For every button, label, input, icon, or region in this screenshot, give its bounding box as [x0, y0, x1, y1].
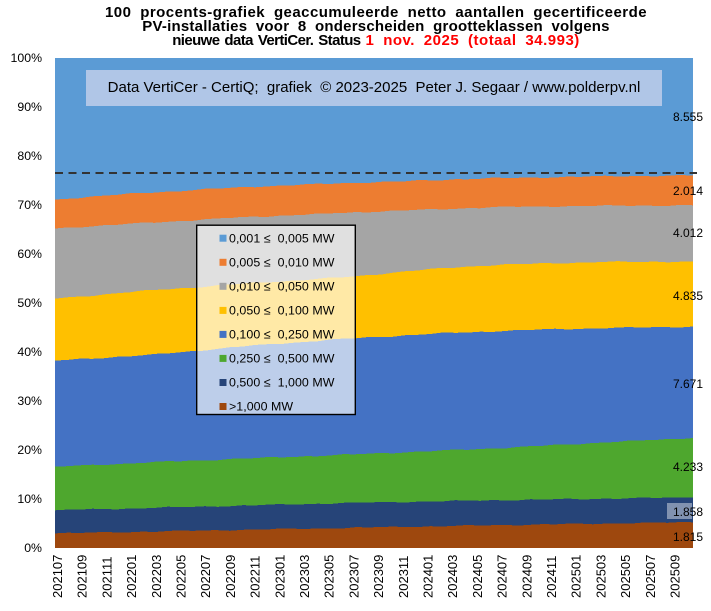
svg-text:202505: 202505 — [618, 555, 633, 598]
svg-text:1.815: 1.815 — [673, 530, 703, 544]
svg-text:202207: 202207 — [198, 555, 213, 598]
svg-text:4.012: 4.012 — [673, 226, 703, 240]
svg-text:202501: 202501 — [569, 555, 584, 598]
svg-text:4.835: 4.835 — [673, 289, 703, 303]
svg-text:0,100 ≤ 0,250 MW: 0,100 ≤ 0,250 MW — [229, 328, 335, 342]
svg-text:202305: 202305 — [322, 555, 337, 598]
svg-text:202409: 202409 — [519, 555, 534, 598]
svg-text:202407: 202407 — [495, 555, 510, 598]
svg-text:1.858: 1.858 — [673, 505, 703, 519]
svg-text:50%: 50% — [17, 296, 42, 310]
svg-text:202403: 202403 — [445, 555, 460, 598]
svg-text:202201: 202201 — [124, 555, 139, 598]
svg-text:202309: 202309 — [371, 555, 386, 598]
svg-text:0,250 ≤ 0,500 MW: 0,250 ≤ 0,500 MW — [229, 352, 335, 366]
svg-text:202509: 202509 — [668, 555, 683, 598]
svg-text:202401: 202401 — [421, 555, 436, 598]
svg-text:60%: 60% — [17, 247, 42, 261]
svg-text:0,500 ≤ 1,000 MW: 0,500 ≤ 1,000 MW — [229, 376, 335, 390]
svg-text:4.233: 4.233 — [673, 460, 703, 474]
svg-text:202107: 202107 — [50, 555, 65, 598]
svg-text:>1,000 MW: >1,000 MW — [229, 400, 293, 414]
svg-text:10%: 10% — [17, 492, 42, 506]
svg-text:2.014: 2.014 — [673, 184, 703, 198]
svg-text:20%: 20% — [17, 443, 42, 457]
svg-text:80%: 80% — [17, 149, 42, 163]
svg-text:70%: 70% — [17, 198, 42, 212]
svg-text:202211: 202211 — [248, 556, 263, 598]
svg-text:8.555: 8.555 — [673, 110, 703, 124]
svg-text:0,010 ≤ 0,050 MW: 0,010 ≤ 0,050 MW — [229, 280, 335, 294]
svg-text:202203: 202203 — [149, 555, 164, 598]
svg-text:202507: 202507 — [643, 555, 658, 598]
svg-text:0,050 ≤ 0,100 MW: 0,050 ≤ 0,100 MW — [229, 304, 335, 318]
svg-text:202405: 202405 — [470, 555, 485, 598]
svg-text:202209: 202209 — [223, 555, 238, 598]
svg-text:202307: 202307 — [346, 555, 361, 598]
svg-text:0,001 ≤ 0,005 MW: 0,001 ≤ 0,005 MW — [229, 231, 335, 245]
svg-text:202503: 202503 — [593, 555, 608, 598]
svg-text:202411: 202411 — [544, 556, 559, 598]
svg-text:90%: 90% — [17, 100, 42, 114]
svg-text:202109: 202109 — [75, 555, 90, 598]
svg-text:0,005 ≤ 0,010 MW: 0,005 ≤ 0,010 MW — [229, 255, 335, 269]
svg-text:0%: 0% — [24, 541, 42, 555]
svg-text:202311: 202311 — [396, 556, 411, 598]
svg-text:40%: 40% — [17, 345, 42, 359]
svg-text:202303: 202303 — [297, 555, 312, 598]
svg-text:30%: 30% — [17, 394, 42, 408]
svg-text:100%: 100% — [11, 51, 43, 65]
svg-text:202205: 202205 — [174, 555, 189, 598]
svg-text:202111: 202111 — [99, 557, 114, 598]
svg-text:202301: 202301 — [272, 555, 287, 598]
svg-text:7.671: 7.671 — [673, 377, 703, 391]
